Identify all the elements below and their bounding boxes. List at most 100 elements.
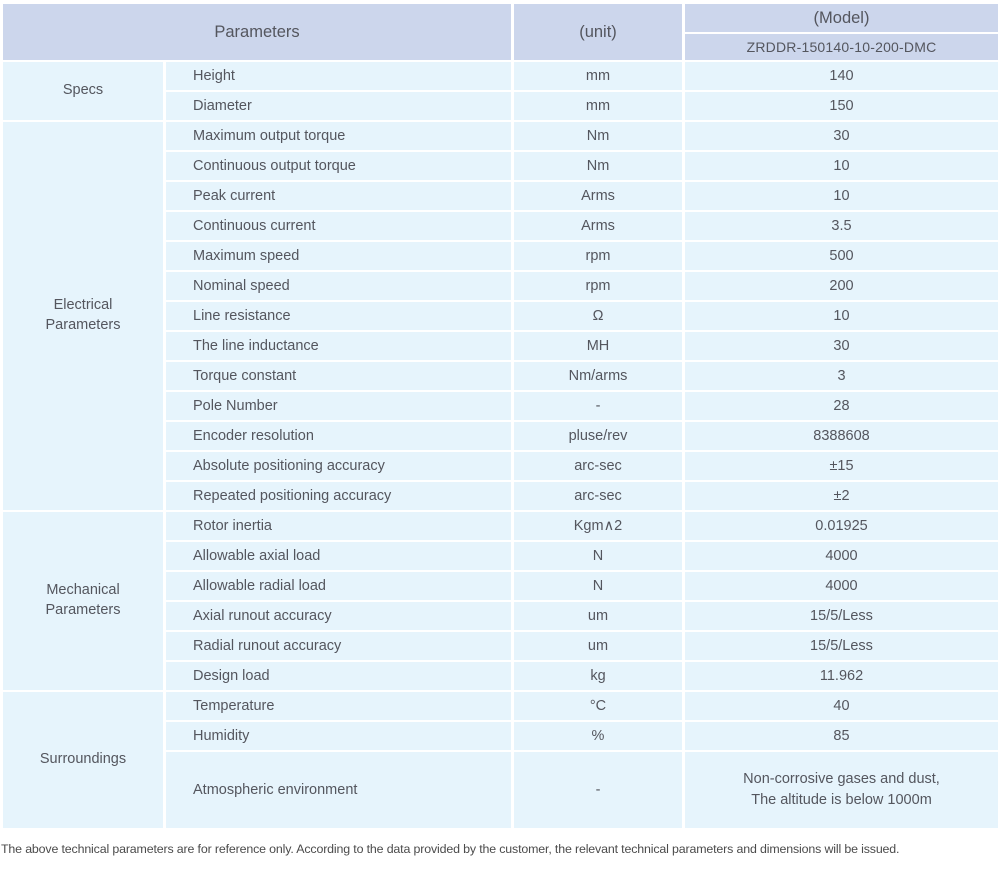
param-unit: °C (514, 692, 682, 720)
section-label-electrical: Electrical Parameters (3, 122, 163, 510)
table-row: Pole Number - 28 (3, 392, 998, 420)
model-header: (Model) (685, 4, 998, 32)
param-value: 28 (685, 392, 998, 420)
param-unit: um (514, 632, 682, 660)
param-unit: N (514, 542, 682, 570)
table-row: Continuous output torque Nm 10 (3, 152, 998, 180)
param-value: ±2 (685, 482, 998, 510)
param-unit: um (514, 602, 682, 630)
param-name: Pole Number (166, 392, 511, 420)
param-unit: pluse/rev (514, 422, 682, 450)
param-value: 30 (685, 122, 998, 150)
param-unit: rpm (514, 242, 682, 270)
table-row: Atmospheric environment - Non-corrosive … (3, 752, 998, 828)
param-value: 200 (685, 272, 998, 300)
table-row: Torque constant Nm/arms 3 (3, 362, 998, 390)
param-name: Absolute positioning accuracy (166, 452, 511, 480)
param-value: 30 (685, 332, 998, 360)
param-name: Continuous output torque (166, 152, 511, 180)
table-row: Electrical Parameters Maximum output tor… (3, 122, 998, 510)
param-value: 3 (685, 362, 998, 390)
param-name: Rotor inertia (166, 512, 511, 540)
table-row: Mechanical Parameters Rotor inertia Kgm∧… (3, 512, 998, 690)
param-name: Encoder resolution (166, 422, 511, 450)
header-row-model: ZRDDR-150140-10-200-DMC (3, 34, 998, 60)
table-row: Axial runout accuracy um 15/5/Less (3, 602, 998, 630)
parameters-header: Parameters (3, 4, 511, 60)
section-label-surroundings: Surroundings (3, 692, 163, 828)
param-unit: MH (514, 332, 682, 360)
table-row: The line inductance MH 30 (3, 332, 998, 360)
param-name: The line inductance (166, 332, 511, 360)
table-row: Allowable axial load N 4000 (3, 542, 998, 570)
param-unit: arc-sec (514, 482, 682, 510)
param-value: 15/5/Less (685, 602, 998, 630)
param-name: Radial runout accuracy (166, 632, 511, 660)
param-name: Maximum speed (166, 242, 511, 270)
param-name: Humidity (166, 722, 511, 750)
param-value: 10 (685, 302, 998, 330)
table-row: Allowable radial load N 4000 (3, 572, 998, 600)
param-value: 140 (685, 62, 998, 90)
param-unit: rpm (514, 272, 682, 300)
table-row: Radial runout accuracy um 15/5/Less (3, 632, 998, 660)
param-name: Peak current (166, 182, 511, 210)
table-row: Maximum speed rpm 500 (3, 242, 998, 270)
param-unit: Nm (514, 122, 682, 150)
param-value: ±15 (685, 452, 998, 480)
param-value: 11.962 (685, 662, 998, 690)
param-value: Non-corrosive gases and dust, The altitu… (685, 752, 998, 828)
table-row: Diameter mm 150 (3, 92, 998, 120)
table-row: Design load kg 11.962 (3, 662, 998, 690)
footer-note: The above technical parameters are for r… (1, 842, 900, 856)
param-unit: - (514, 392, 682, 420)
param-name: Diameter (166, 92, 511, 120)
param-value: 150 (685, 92, 998, 120)
model-number: ZRDDR-150140-10-200-DMC (685, 34, 998, 60)
param-value: 40 (685, 692, 998, 720)
param-name: Continuous current (166, 212, 511, 240)
unit-header: (unit) (514, 4, 682, 60)
param-name: Atmospheric environment (166, 752, 511, 828)
param-value: 4000 (685, 542, 998, 570)
section-label-text: Surroundings (39, 751, 127, 768)
param-unit: mm (514, 92, 682, 120)
table-row: Peak current Arms 10 (3, 182, 998, 210)
section-label-specs: Specs (3, 62, 163, 120)
param-unit: mm (514, 62, 682, 90)
table-row: Repeated positioning accuracy arc-sec ±2 (3, 482, 998, 510)
table-row: Continuous current Arms 3.5 (3, 212, 998, 240)
param-unit: Nm/arms (514, 362, 682, 390)
param-value: 8388608 (685, 422, 998, 450)
param-value: 0.01925 (685, 512, 998, 540)
param-value: 10 (685, 182, 998, 210)
param-value: 3.5 (685, 212, 998, 240)
spec-table: Parameters (unit) (Model) ZRDDR-150140-1… (0, 2, 1000, 830)
param-name: Allowable radial load (166, 572, 511, 600)
param-name: Temperature (166, 692, 511, 720)
table-row: Encoder resolution pluse/rev 8388608 (3, 422, 998, 450)
header-row: Parameters (unit) (Model) (3, 4, 998, 60)
table-row: Surroundings Temperature °C 40 (3, 692, 998, 828)
section-label-mechanical: Mechanical Parameters (3, 512, 163, 690)
param-value: 500 (685, 242, 998, 270)
param-unit: Nm (514, 152, 682, 180)
param-unit: Ω (514, 302, 682, 330)
param-name: Allowable axial load (166, 542, 511, 570)
param-name: Height (166, 62, 511, 90)
param-value-line2: The altitude is below 1000m (751, 792, 932, 808)
table-row: Humidity % 85 (3, 722, 998, 750)
param-name: Repeated positioning accuracy (166, 482, 511, 510)
section-label-text: Mechanical Parameters (45, 582, 121, 618)
param-value: 15/5/Less (685, 632, 998, 660)
param-value: 10 (685, 152, 998, 180)
table-row: Nominal speed rpm 200 (3, 272, 998, 300)
table-row: Absolute positioning accuracy arc-sec ±1… (3, 452, 998, 480)
param-unit: Arms (514, 212, 682, 240)
param-name: Line resistance (166, 302, 511, 330)
table-row: Specs Height mm 140 (3, 62, 998, 120)
param-name: Nominal speed (166, 272, 511, 300)
param-unit: N (514, 572, 682, 600)
param-unit: - (514, 752, 682, 828)
